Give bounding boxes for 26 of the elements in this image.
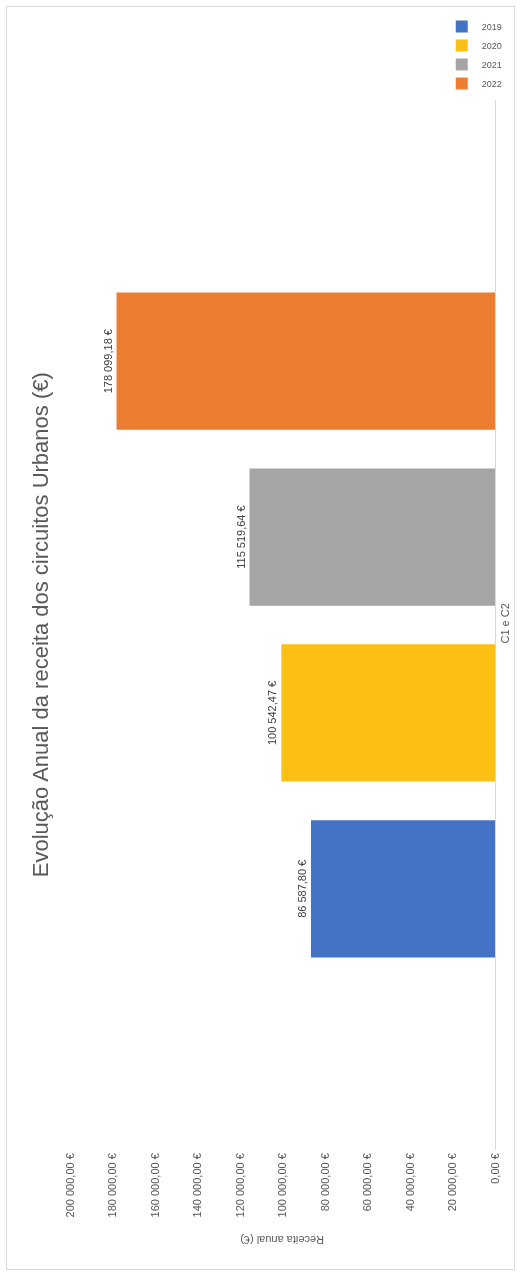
x-tick-label: 200 000,00 € bbox=[63, 1153, 76, 1218]
x-axis-title: Receita anual (€) bbox=[240, 1233, 324, 1246]
data-label: 115 519,64 € bbox=[234, 505, 247, 569]
x-tick-label: 180 000,00 € bbox=[106, 1153, 119, 1218]
x-tick-label: 160 000,00 € bbox=[148, 1153, 161, 1218]
x-tick-label: 20 000,00 € bbox=[446, 1153, 459, 1212]
legend-label: 2019 bbox=[481, 21, 502, 32]
x-tick-label: 140 000,00 € bbox=[191, 1153, 204, 1218]
data-label: 178 099,18 € bbox=[101, 329, 114, 394]
bar bbox=[249, 468, 495, 606]
x-tick-label: 60 000,00 € bbox=[361, 1153, 374, 1212]
legend-label: 2020 bbox=[481, 40, 502, 51]
x-tick-label: 120 000,00 € bbox=[233, 1153, 246, 1218]
bar bbox=[311, 820, 495, 958]
data-label: 100 542,47 € bbox=[266, 680, 279, 746]
bar bbox=[281, 644, 495, 782]
bar bbox=[116, 292, 495, 430]
x-tick-label: 40 000,00 € bbox=[403, 1153, 416, 1212]
legend-label: 2021 bbox=[481, 59, 502, 70]
x-tick-label: 80 000,00 € bbox=[318, 1153, 331, 1212]
text: Evolução Anual da receita dos circuitos Urbanos (€) bbox=[28, 372, 54, 878]
x-tick-label: 0,00 € bbox=[488, 1153, 501, 1184]
data-label: 86 587,80 € bbox=[296, 859, 308, 918]
x-tick-label: 100 000,00 € bbox=[276, 1153, 289, 1218]
y-tick-label: C1 e C2 bbox=[499, 603, 512, 644]
legend-label: 2022 bbox=[481, 78, 502, 89]
